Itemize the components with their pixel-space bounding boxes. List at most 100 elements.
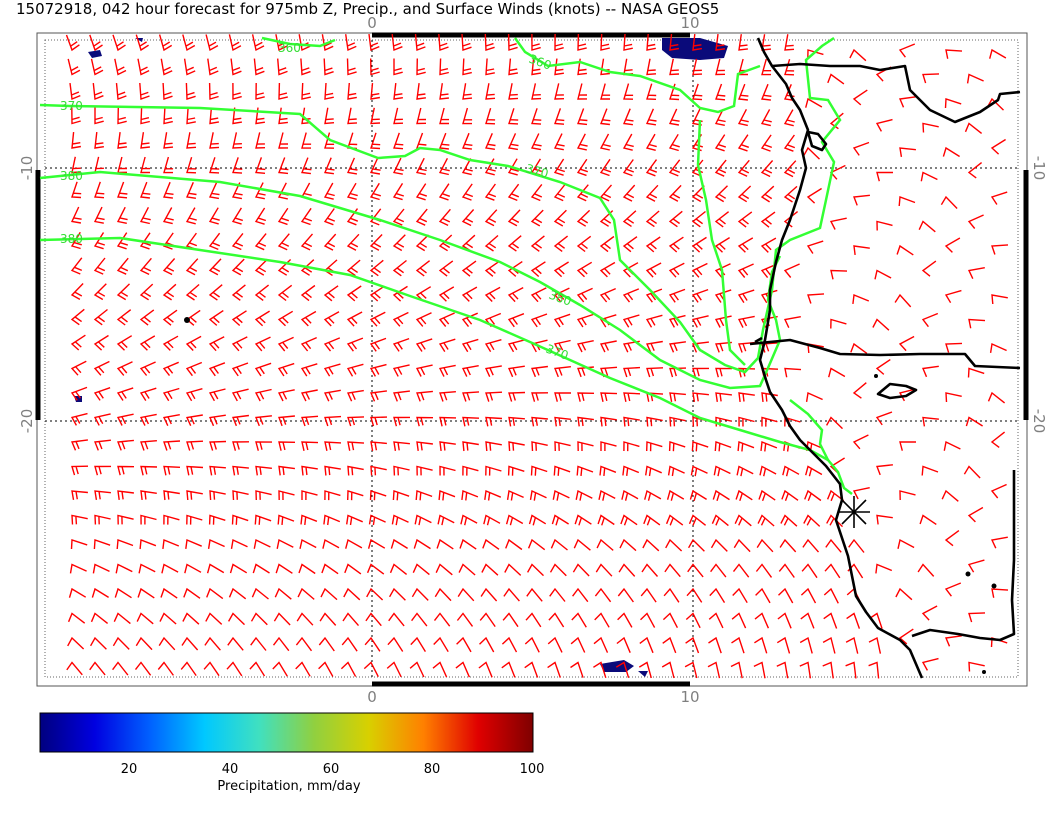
wind-barb [922,122,939,133]
wind-barb [346,157,358,175]
wind-barb [876,220,893,231]
wind-barb [531,441,548,452]
wind-barb [597,514,615,526]
wind-barb [346,285,362,302]
wind-barb [117,439,134,451]
wind-barb [232,414,249,427]
wind-barb [439,391,456,402]
wind-barb [805,465,823,477]
wind-barb [922,73,940,84]
wind-barb [600,416,617,427]
wind-barb [277,58,288,76]
wind-barb [646,83,657,100]
wind-barb [805,391,823,403]
wind-barb [438,208,451,227]
island-east [876,382,918,400]
wind-barb [391,514,409,526]
wind-barb [113,612,131,625]
wind-barb [484,33,495,51]
wind-barb [615,661,630,679]
precip-patch-south-small [638,671,648,677]
height-contours [39,36,853,495]
wind-barb [93,257,106,275]
wind-barb [622,184,636,202]
wind-barb [392,311,409,327]
wind-barb [645,262,662,278]
wind-barb [461,312,478,328]
wind-barb [991,588,1009,598]
wind-barb [944,237,961,253]
wind-barb [991,294,1008,305]
wind-barb [646,33,656,51]
wind-barb [158,34,173,52]
wind-barb [461,490,479,501]
wind-barb [365,612,382,627]
wind-barb [323,182,335,200]
wind-barb [347,82,357,100]
river-mouth [754,336,763,344]
wind-barb [618,563,636,577]
wind-barb [391,34,403,51]
wind-barb [485,83,496,100]
wind-barb [531,392,549,402]
wind-barb [944,289,962,304]
wind-barb [251,34,265,52]
wind-barb [645,288,663,303]
wind-barb [738,416,755,427]
wind-barb [89,636,107,650]
wind-barb [758,489,776,502]
wind-barb [623,441,640,452]
wind-barb [920,171,938,182]
wind-barb [300,310,317,327]
wind-barb [709,587,726,603]
wind-barb [576,261,593,278]
wind-barb [894,293,912,308]
wind-barb [231,182,243,200]
wind-barb [455,661,471,678]
wind-barb [922,365,939,378]
wind-barb [435,563,453,576]
wind-barb [347,107,358,125]
wind-barb [898,628,914,645]
wind-barb [254,336,271,352]
wind-barb [876,171,893,182]
wind-barb [623,416,640,427]
wind-barb [462,465,479,476]
wind-barb [461,286,478,302]
wind-barb [852,382,867,399]
wind-barb [738,341,755,353]
wind-barb [852,141,870,156]
wind-barb [409,661,425,678]
wind-barb [646,441,663,452]
wind-barb [185,361,203,377]
wind-barb [531,416,548,427]
wind-barb [416,441,433,451]
wind-barb [162,335,179,351]
wind-barb [301,157,312,175]
wind-barb [714,134,727,152]
wind-barb [576,287,593,303]
wind-barb [205,612,223,625]
wind-barb [525,612,542,628]
wind-barb [254,310,270,327]
wind-barb [207,58,219,76]
wind-barb [479,612,496,628]
wind-barb [553,133,565,151]
contour-label-8: 370 [544,342,570,363]
wind-barb [548,612,565,628]
wind-barb [369,311,386,327]
wind-barb [531,365,548,378]
wind-barb [708,612,724,629]
wind-barb [160,587,178,599]
wind-barb [554,33,564,51]
wind-barb [139,82,150,100]
wind-barb [594,612,610,628]
wind-barb [432,661,448,678]
wind-barb [274,587,292,600]
wind-barb [846,612,861,629]
wind-barb [553,261,569,278]
wind-barb [185,182,197,199]
wind-barb [232,465,249,476]
wind-barb [760,160,774,178]
wind-barb [321,34,334,52]
